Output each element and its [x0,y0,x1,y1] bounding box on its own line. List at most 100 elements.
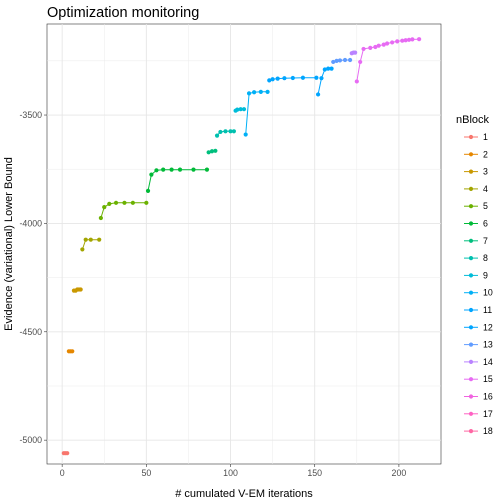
y-axis-ticks: -5000 -4500 -4000 -3500 [20,110,47,445]
data-point [406,37,412,42]
grid-major [47,24,441,464]
data-point [381,42,386,47]
legend-label: 14 [483,357,493,367]
data-point [169,167,174,172]
data-point [144,200,149,205]
data-point [417,37,422,42]
legend-key-point [468,290,474,295]
legend-item-5: 5 [464,201,488,211]
data-point [376,43,381,48]
y-axis-title: Evidence (variational) Lower Bound [3,157,15,331]
legend-key-point [468,256,474,261]
legend-title: nBlock [456,114,490,126]
x-axis-ticks: 0 50 100 150 200 [60,464,406,478]
data-point [204,167,210,172]
data-point [213,148,218,153]
data-point [368,45,373,50]
series-4 [80,237,102,252]
legend-key-point [468,394,474,399]
data-point [347,57,353,63]
data-point [214,133,220,138]
data-point [102,205,107,210]
legend-label: 5 [483,201,488,211]
legend-label: 15 [483,374,493,384]
legend-key-point [468,186,474,191]
legend-key-point [468,134,474,140]
data-point [98,215,103,221]
data-point [191,167,196,172]
data-point [206,150,211,155]
data-point [319,76,324,81]
data-point [122,200,127,205]
legend-item-3: 3 [464,167,488,177]
series-8 [214,129,236,138]
data-point [300,75,306,80]
data-point [395,39,400,44]
legend-key-point [468,169,474,174]
data-point [342,57,348,63]
series-5 [98,200,149,221]
series-14 [349,50,358,56]
data-point [78,287,83,292]
legend-key-point [468,204,474,209]
legend-label: 12 [483,322,493,332]
data-point [231,129,236,134]
legend-label: 16 [483,392,493,402]
data-point [373,44,378,50]
data-point [238,107,243,112]
series-10 [243,89,270,137]
chart-title: Optimization monitoring [47,5,199,21]
data-point [209,149,215,154]
legend-key-point [468,307,474,313]
data-point [83,237,88,242]
series-15 [354,37,422,84]
legend-label: 8 [483,253,488,263]
data-point [177,167,183,172]
data-point [80,247,85,252]
legend-item-4: 4 [464,184,488,194]
series-1 [61,451,70,456]
data-point [258,89,263,94]
legend-label: 4 [483,184,488,194]
legend-key-point [468,342,474,347]
data-point [358,59,363,65]
legend-item-13: 13 [464,340,493,350]
data-point [353,50,358,55]
data-point [235,107,240,112]
data-point [315,92,321,97]
legend-key-point [468,221,474,226]
data-point [329,66,334,71]
data-point [326,66,331,71]
data-point [314,75,319,80]
legend-label: 13 [483,340,493,350]
legend-label: 10 [483,288,493,298]
data-point [161,167,166,172]
series-3 [71,287,83,293]
grid-minor [47,24,441,464]
legend-key-point [468,377,474,382]
data-point [282,76,287,81]
legend-item-10: 10 [464,288,493,298]
legend-label: 18 [483,426,493,436]
data-point [145,188,151,193]
x-axis-title: # cumulated V-EM iterations [175,488,313,500]
plot-panel [46,23,442,465]
legend-item-1: 1 [464,132,488,142]
legend-item-6: 6 [464,219,488,229]
data-point [154,168,159,173]
legend-item-14: 14 [464,357,493,367]
legend-label: 1 [483,132,488,142]
series-line-4 [81,239,100,250]
data-point [65,451,70,456]
legend-label: 7 [483,236,488,246]
series-7 [206,148,218,155]
data-point [267,78,272,83]
legend-key-point [468,359,474,364]
legend-item-17: 17 [464,409,493,419]
data-point [241,107,247,112]
legend-key-point [468,273,474,278]
legend-item-2: 2 [464,149,488,159]
series-2 [66,349,75,354]
data-point [361,46,366,52]
